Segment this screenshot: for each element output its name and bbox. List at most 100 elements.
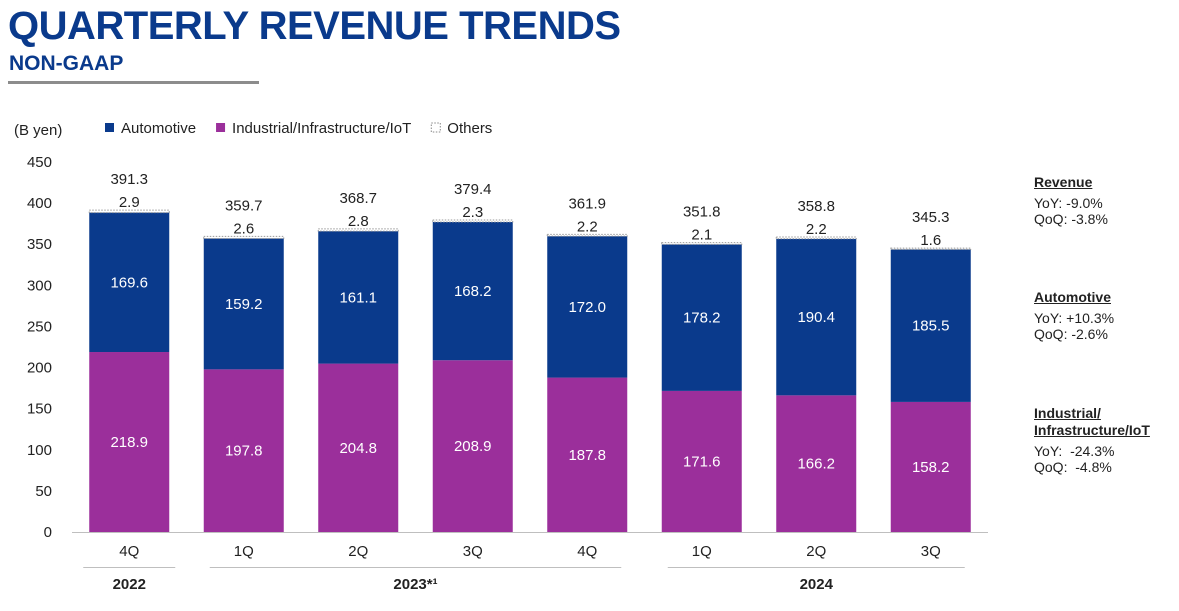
bar-segment-others	[661, 242, 743, 245]
summary-heading-line: Infrastructure/IoT	[1034, 422, 1150, 438]
summary-block: Revenue YoY: -9.0% QoQ: -3.8%	[1034, 174, 1174, 227]
data-label-industrial: 187.8	[568, 447, 606, 464]
bar-segment-others	[775, 236, 857, 240]
data-label-total: 368.7	[339, 190, 377, 207]
bar-segment-automotive	[432, 221, 513, 361]
bar-segment-others	[88, 209, 170, 214]
y-tick-label: 150	[27, 401, 52, 418]
x-tick-label: 4Q	[577, 543, 597, 560]
x-tick-label: 1Q	[692, 543, 712, 560]
data-label-total: 351.8	[683, 204, 721, 221]
data-label-automotive: 159.2	[225, 296, 263, 313]
summary-block: Automotive YoY: +10.3% QoQ: -2.6%	[1034, 289, 1174, 342]
page-subtitle: NON-GAAP	[9, 52, 124, 75]
bar-segment-others	[432, 219, 514, 223]
page-title: QUARTERLY REVENUE TRENDS	[8, 4, 621, 48]
x-tick-label: 4Q	[119, 543, 139, 560]
x-tick-label: 2Q	[806, 543, 826, 560]
bar-segment-others	[890, 247, 972, 250]
summary-heading-line: Revenue	[1034, 174, 1093, 190]
x-tick-label: 2Q	[348, 543, 368, 560]
summary-heading: Industrial/Infrastructure/IoT	[1034, 405, 1174, 439]
data-label-others: 2.8	[348, 213, 369, 230]
year-group-label: 2024	[800, 576, 834, 593]
y-tick-label: 450	[27, 154, 52, 171]
data-label-industrial: 204.8	[339, 440, 377, 457]
data-label-automotive: 161.1	[339, 289, 377, 306]
summary-line: QoQ: -2.6%	[1034, 326, 1108, 342]
data-label-industrial: 171.6	[683, 453, 721, 470]
summary-line: YoY: +10.3%	[1034, 310, 1115, 326]
data-label-total: 391.3	[110, 171, 148, 188]
revenue-chart: (B yen) 0 50 100 150 200 250 300 350 400 450 Automo…	[14, 120, 988, 593]
data-label-automotive: 168.2	[454, 283, 492, 300]
data-label-total: 359.7	[225, 197, 263, 214]
x-tick-label: 3Q	[921, 543, 941, 560]
data-label-automotive: 178.2	[683, 310, 721, 327]
data-label-total: 358.8	[797, 198, 835, 215]
legend-label: Others	[447, 120, 492, 137]
y-tick-label: 350	[27, 236, 52, 253]
data-label-total: 379.4	[454, 181, 492, 198]
data-label-automotive: 172.0	[568, 299, 606, 316]
bar-segment-automotive	[547, 236, 628, 378]
legend-label: Industrial/Infrastructure/IoT	[232, 120, 411, 137]
data-label-automotive: 185.5	[912, 318, 950, 335]
x-tick-label: 3Q	[463, 543, 483, 560]
bar-segment-industrial	[661, 390, 742, 532]
bar-segment-others	[203, 235, 285, 239]
y-tick-label: 200	[27, 360, 52, 377]
summary-heading: Revenue	[1034, 174, 1174, 191]
summary-line: YoY: -24.3%	[1034, 443, 1115, 459]
y-tick-label: 300	[27, 277, 52, 294]
bar-segment-automotive	[890, 249, 971, 402]
bar-segment-automotive	[318, 231, 399, 364]
bar-segment-automotive	[661, 244, 742, 391]
summary-line: QoQ: -3.8%	[1034, 211, 1108, 227]
y-axis-unit-label: (B yen)	[14, 122, 62, 139]
data-label-industrial: 208.9	[454, 438, 492, 455]
data-label-others: 2.6	[233, 220, 254, 237]
data-label-industrial: 158.2	[912, 459, 950, 476]
y-tick-label: 400	[27, 195, 52, 212]
data-label-others: 2.9	[119, 194, 140, 211]
summary-line: QoQ: -4.8%	[1034, 459, 1112, 475]
data-label-industrial: 218.9	[110, 434, 148, 451]
bar-segment-industrial	[776, 395, 857, 532]
summary-block: Industrial/Infrastructure/IoT YoY: -24.3%…	[1034, 405, 1174, 475]
data-label-others: 2.1	[691, 227, 712, 244]
title-underline	[8, 81, 259, 84]
data-label-industrial: 197.8	[225, 443, 263, 460]
legend-swatch-industrial-infrastructure-iot	[216, 123, 226, 132]
data-label-automotive: 169.6	[110, 274, 148, 291]
bar-segment-others	[546, 233, 628, 237]
y-tick-label: 50	[35, 483, 52, 500]
summary-heading-line: Industrial/	[1034, 405, 1101, 421]
data-label-others: 2.2	[577, 218, 598, 235]
bar-segment-automotive	[776, 238, 857, 396]
data-label-total: 345.3	[912, 209, 950, 226]
data-label-others: 2.3	[462, 204, 483, 221]
x-tick-label: 1Q	[234, 543, 254, 560]
data-label-others: 2.2	[806, 221, 827, 238]
data-label-others: 1.6	[920, 232, 941, 249]
y-tick-label: 100	[27, 442, 52, 459]
bar-segment-industrial	[432, 360, 513, 532]
bar-segment-industrial	[89, 352, 170, 532]
bar-segment-automotive	[89, 212, 170, 353]
summary-heading: Automotive	[1034, 289, 1174, 306]
legend-swatch-automotive	[105, 123, 114, 132]
bar-segment-others	[317, 228, 399, 232]
data-label-total: 361.9	[568, 195, 606, 212]
bar-segment-automotive	[203, 238, 284, 370]
y-tick-label: 0	[44, 524, 52, 541]
legend-swatch-others	[430, 122, 441, 133]
summary-heading-line: Automotive	[1034, 289, 1111, 305]
year-group-label: 2023*¹	[393, 576, 437, 593]
bar-segment-industrial	[547, 377, 628, 532]
summary-line: YoY: -9.0%	[1034, 195, 1103, 211]
y-tick-label: 250	[27, 318, 52, 335]
data-label-automotive: 190.4	[797, 309, 835, 326]
legend-label: Automotive	[121, 120, 196, 137]
bar-segment-industrial	[203, 369, 284, 532]
